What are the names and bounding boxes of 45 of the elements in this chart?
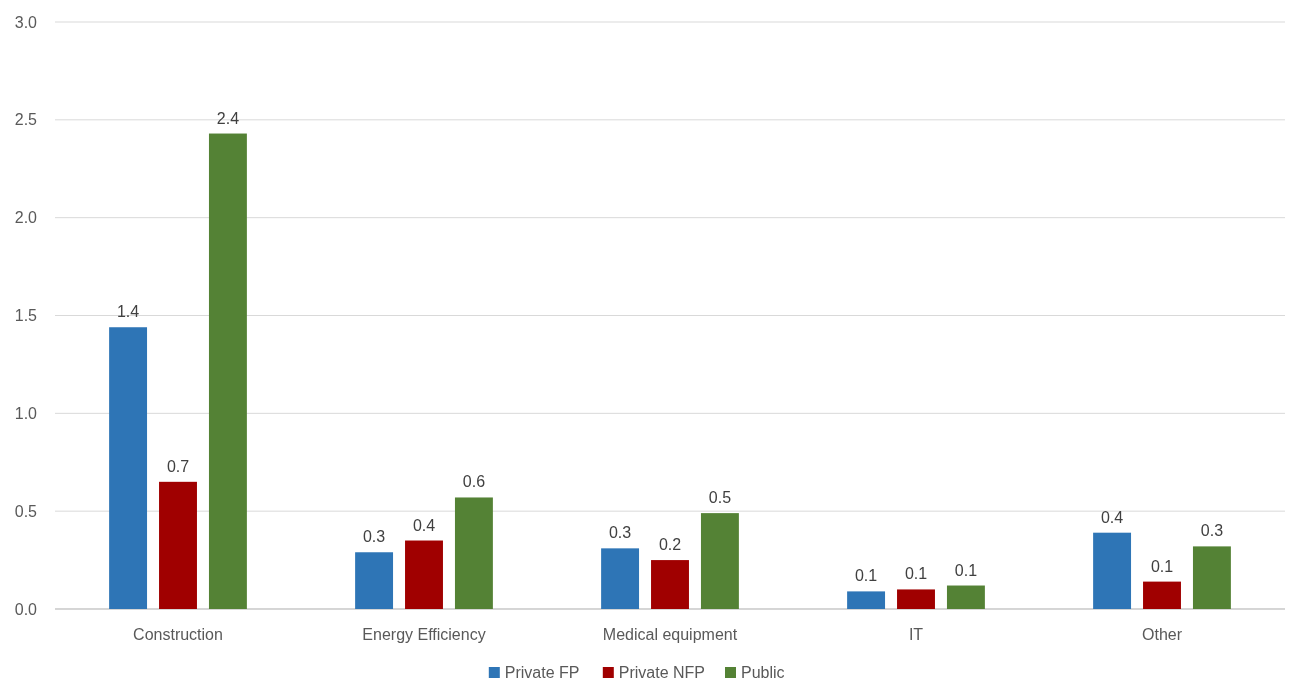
data-label: 0.5 — [708, 489, 732, 507]
data-label: 0.4 — [1100, 508, 1124, 526]
x-tick-label: Construction — [133, 626, 223, 643]
y-tick-label: 0.0 — [14, 600, 38, 618]
y-tick-label: 0.5 — [14, 502, 38, 520]
bar — [208, 133, 247, 609]
legend-label: Private NFP — [618, 664, 706, 681]
x-tick-label: Other — [1141, 626, 1183, 643]
y-tick-label: 3.0 — [14, 13, 38, 31]
bar — [405, 540, 443, 609]
bar — [946, 585, 985, 609]
data-label: 0.6 — [462, 473, 486, 491]
bar — [109, 327, 148, 609]
data-label: 0.1 — [954, 561, 978, 579]
bar — [897, 589, 935, 609]
data-label: 2.4 — [216, 109, 240, 127]
bar — [1143, 581, 1181, 609]
bar — [601, 548, 640, 609]
data-label: 0.7 — [166, 457, 190, 475]
bar — [454, 497, 493, 609]
data-label: 0.3 — [608, 524, 632, 542]
y-tick-label: 2.0 — [14, 209, 38, 227]
legend-label: Public — [741, 664, 785, 681]
y-tick-label: 1.0 — [14, 404, 38, 422]
bar — [847, 591, 886, 609]
data-label: 0.4 — [412, 516, 436, 534]
data-label: 1.4 — [116, 303, 140, 321]
y-tick-label: 1.5 — [14, 307, 38, 325]
bar — [159, 481, 197, 609]
bar — [700, 513, 739, 609]
data-label: 0.3 — [362, 528, 386, 546]
legend-label: Private FP — [504, 664, 580, 681]
y-tick-label: 2.5 — [14, 111, 38, 129]
x-tick-label: Energy Efficiency — [362, 626, 486, 643]
bar — [1093, 532, 1132, 609]
bar — [1192, 546, 1231, 609]
x-tick-label: IT — [908, 626, 924, 643]
bar — [651, 560, 689, 609]
x-tick-label: Medical equipment — [602, 626, 738, 643]
bar — [355, 552, 394, 609]
data-label: 0.1 — [904, 565, 928, 583]
data-label: 0.1 — [1150, 557, 1174, 575]
data-label: 0.2 — [658, 536, 682, 554]
data-label: 0.1 — [854, 567, 878, 585]
data-label: 0.3 — [1200, 522, 1224, 540]
